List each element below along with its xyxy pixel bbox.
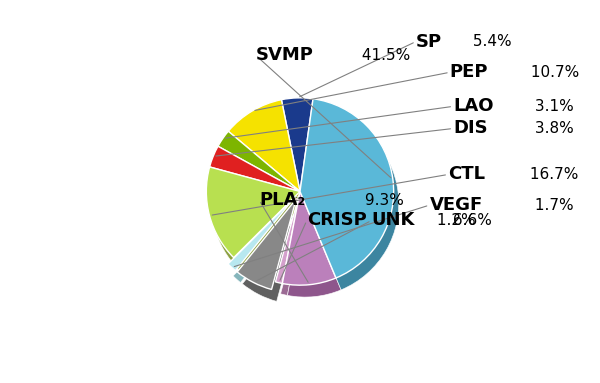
Text: LAO: LAO [453,97,494,115]
Text: CRISP: CRISP [307,211,367,229]
Wedge shape [228,100,300,192]
Wedge shape [223,143,305,203]
Wedge shape [209,146,300,192]
Text: DIS: DIS [453,119,488,137]
Wedge shape [275,192,300,283]
Wedge shape [281,203,305,295]
Text: 1.7%: 1.7% [530,198,574,213]
Text: VEGF: VEGF [430,196,482,214]
Text: UNK: UNK [371,211,415,229]
Wedge shape [237,199,296,290]
Wedge shape [211,179,305,270]
Wedge shape [218,131,300,192]
Wedge shape [242,211,301,301]
Text: 3.1%: 3.1% [530,99,574,114]
Wedge shape [206,167,300,258]
Text: 41.5%: 41.5% [356,48,410,63]
Wedge shape [283,192,336,285]
Text: CTL: CTL [448,165,485,183]
Text: PLA₂: PLA₂ [259,191,305,209]
Wedge shape [228,198,295,271]
Text: 9.3%: 9.3% [360,193,404,208]
Text: 3.8%: 3.8% [530,121,574,136]
Wedge shape [233,111,305,203]
Wedge shape [215,158,305,203]
Wedge shape [287,110,318,203]
Text: 6.6%: 6.6% [448,213,492,228]
Text: 1.2%: 1.2% [432,213,476,228]
Text: SVMP: SVMP [256,46,314,64]
Text: SP: SP [416,33,442,51]
Wedge shape [305,111,399,290]
Text: 16.7%: 16.7% [524,167,578,182]
Text: 10.7%: 10.7% [526,65,580,80]
Wedge shape [300,99,394,278]
Wedge shape [233,210,299,283]
Text: PEP: PEP [450,63,488,81]
Wedge shape [287,203,341,297]
Wedge shape [281,98,313,192]
Text: 5.4%: 5.4% [468,34,512,49]
